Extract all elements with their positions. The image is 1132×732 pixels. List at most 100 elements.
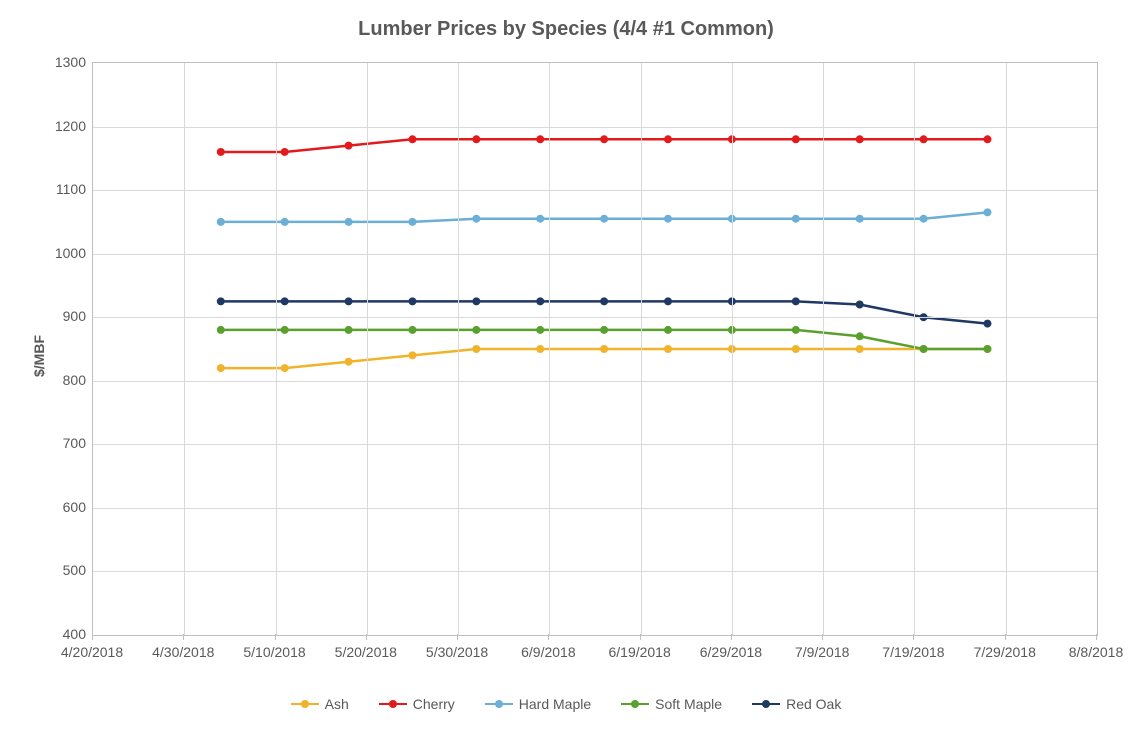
- series-marker-hard-maple: [792, 215, 800, 223]
- x-tick-label: 7/29/2018: [974, 644, 1036, 660]
- x-tick-label: 4/30/2018: [152, 644, 214, 660]
- legend-marker-icon: [301, 700, 309, 708]
- series-marker-hard-maple: [983, 208, 991, 216]
- gridline-vertical: [823, 63, 824, 635]
- legend-swatch: [485, 703, 513, 705]
- series-marker-red-oak: [408, 297, 416, 305]
- x-tick-mark: [366, 634, 367, 640]
- series-marker-ash: [281, 364, 289, 372]
- series-marker-soft-maple: [856, 332, 864, 340]
- gridline-horizontal: [93, 508, 1097, 509]
- legend-item-ash: Ash: [291, 696, 349, 712]
- series-marker-red-oak: [664, 297, 672, 305]
- series-marker-hard-maple: [472, 215, 480, 223]
- x-tick-label: 5/20/2018: [335, 644, 397, 660]
- legend-label: Ash: [325, 696, 349, 712]
- chart-container: Lumber Prices by Species (4/4 #1 Common)…: [0, 0, 1132, 732]
- legend-swatch: [752, 703, 780, 705]
- plot-svg: [93, 63, 1097, 635]
- series-marker-red-oak: [472, 297, 480, 305]
- x-tick-label: 6/9/2018: [521, 644, 576, 660]
- series-marker-ash: [792, 345, 800, 353]
- legend-marker-icon: [389, 700, 397, 708]
- series-marker-soft-maple: [920, 345, 928, 353]
- y-axis-label: $/MBF: [31, 335, 47, 377]
- series-marker-soft-maple: [792, 326, 800, 334]
- gridline-vertical: [732, 63, 733, 635]
- legend-label: Red Oak: [786, 696, 841, 712]
- x-tick-label: 7/19/2018: [882, 644, 944, 660]
- legend-label: Soft Maple: [655, 696, 722, 712]
- series-marker-cherry: [217, 148, 225, 156]
- series-marker-hard-maple: [664, 215, 672, 223]
- legend-marker-icon: [631, 700, 639, 708]
- y-tick-label: 1300: [36, 54, 86, 70]
- gridline-horizontal: [93, 444, 1097, 445]
- series-marker-cherry: [664, 135, 672, 143]
- series-marker-hard-maple: [600, 215, 608, 223]
- x-tick-mark: [913, 634, 914, 640]
- legend-label: Cherry: [413, 696, 455, 712]
- series-marker-cherry: [600, 135, 608, 143]
- series-marker-cherry: [472, 135, 480, 143]
- series-marker-red-oak: [281, 297, 289, 305]
- series-marker-soft-maple: [600, 326, 608, 334]
- gridline-horizontal: [93, 571, 1097, 572]
- legend-item-hard-maple: Hard Maple: [485, 696, 591, 712]
- series-marker-cherry: [792, 135, 800, 143]
- series-marker-hard-maple: [345, 218, 353, 226]
- legend-swatch: [621, 703, 649, 705]
- series-marker-ash: [664, 345, 672, 353]
- y-tick-label: 700: [36, 435, 86, 451]
- series-marker-hard-maple: [920, 215, 928, 223]
- gridline-horizontal: [93, 381, 1097, 382]
- legend: Ash Cherry Hard Maple Soft Maple Red Oak: [0, 696, 1132, 712]
- series-marker-red-oak: [792, 297, 800, 305]
- y-tick-label: 800: [36, 372, 86, 388]
- x-tick-label: 8/8/2018: [1069, 644, 1124, 660]
- series-marker-hard-maple: [856, 215, 864, 223]
- x-tick-mark: [1005, 634, 1006, 640]
- chart-title: Lumber Prices by Species (4/4 #1 Common): [0, 0, 1132, 41]
- series-marker-cherry: [408, 135, 416, 143]
- gridline-vertical: [367, 63, 368, 635]
- gridline-vertical: [184, 63, 185, 635]
- gridline-vertical: [276, 63, 277, 635]
- series-marker-soft-maple: [536, 326, 544, 334]
- x-tick-mark: [548, 634, 549, 640]
- series-marker-soft-maple: [664, 326, 672, 334]
- series-marker-hard-maple: [281, 218, 289, 226]
- gridline-vertical: [549, 63, 550, 635]
- gridline-vertical: [914, 63, 915, 635]
- x-tick-mark: [731, 634, 732, 640]
- x-tick-label: 4/20/2018: [61, 644, 123, 660]
- series-marker-cherry: [281, 148, 289, 156]
- x-tick-label: 6/29/2018: [700, 644, 762, 660]
- plot-area: [92, 62, 1098, 636]
- x-tick-label: 7/9/2018: [795, 644, 850, 660]
- legend-swatch: [291, 703, 319, 705]
- legend-swatch: [379, 703, 407, 705]
- x-tick-mark: [92, 634, 93, 640]
- series-marker-soft-maple: [983, 345, 991, 353]
- series-marker-hard-maple: [408, 218, 416, 226]
- gridline-vertical: [458, 63, 459, 635]
- series-marker-ash: [472, 345, 480, 353]
- x-tick-mark: [640, 634, 641, 640]
- gridline-horizontal: [93, 127, 1097, 128]
- y-tick-label: 500: [36, 562, 86, 578]
- y-tick-label: 400: [36, 626, 86, 642]
- series-marker-cherry: [345, 142, 353, 150]
- gridline-horizontal: [93, 254, 1097, 255]
- gridline-vertical: [641, 63, 642, 635]
- gridline-vertical: [1006, 63, 1007, 635]
- legend-item-cherry: Cherry: [379, 696, 455, 712]
- x-tick-mark: [1096, 634, 1097, 640]
- series-marker-red-oak: [600, 297, 608, 305]
- y-tick-label: 1100: [36, 181, 86, 197]
- x-tick-mark: [183, 634, 184, 640]
- series-marker-soft-maple: [472, 326, 480, 334]
- y-tick-label: 900: [36, 308, 86, 324]
- y-tick-label: 1000: [36, 245, 86, 261]
- series-marker-soft-maple: [281, 326, 289, 334]
